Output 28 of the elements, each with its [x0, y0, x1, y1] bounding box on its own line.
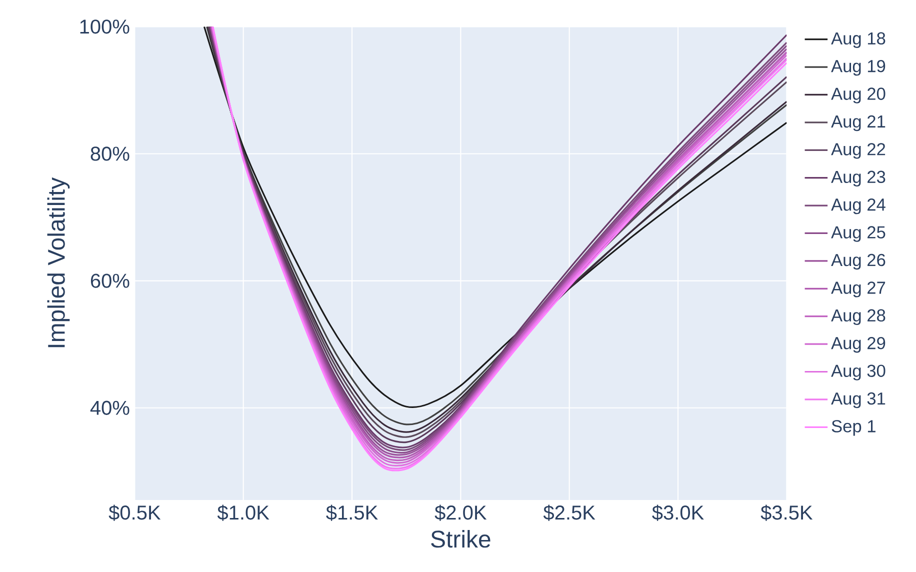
legend-label: Sep 1 [832, 420, 876, 436]
y-tick-label: 60% [90, 274, 130, 288]
legend-label: Aug 22 [831, 143, 886, 159]
x-tick-label: $1.0K [217, 504, 270, 521]
x-tick-label: $3.5K [760, 504, 813, 521]
x-tick-label: $2.5K [543, 504, 596, 521]
y-axis-title: Implied Volatility [47, 177, 70, 348]
x-tick-label: $0.5K [108, 504, 161, 521]
legend-label: Aug 28 [831, 309, 886, 325]
x-tick-label: $2.0K [434, 504, 487, 521]
legend-label: Aug 29 [831, 336, 886, 353]
y-tick-label: 80% [90, 146, 130, 161]
legend-label: Aug 21 [831, 115, 886, 132]
legend-label: Aug 23 [831, 170, 886, 186]
legend-label: Aug 25 [831, 226, 886, 242]
legend-label: Aug 30 [831, 364, 886, 380]
y-tick-label: 40% [90, 400, 130, 415]
legend-label: Aug 26 [831, 254, 886, 270]
legend-label: Aug 24 [831, 198, 886, 214]
legend-label: Aug 27 [831, 282, 886, 298]
legend-label: Aug 20 [831, 88, 886, 104]
x-axis-title: Strike [431, 530, 490, 548]
legend-label: Aug 18 [831, 32, 886, 48]
x-tick-label: $3.0K [652, 504, 704, 521]
x-tick-label: $1.5K [326, 504, 378, 521]
legend-label: Aug 31 [831, 392, 886, 408]
legend-label: Aug 19 [831, 60, 886, 76]
y-tick-label: 100% [80, 20, 130, 34]
